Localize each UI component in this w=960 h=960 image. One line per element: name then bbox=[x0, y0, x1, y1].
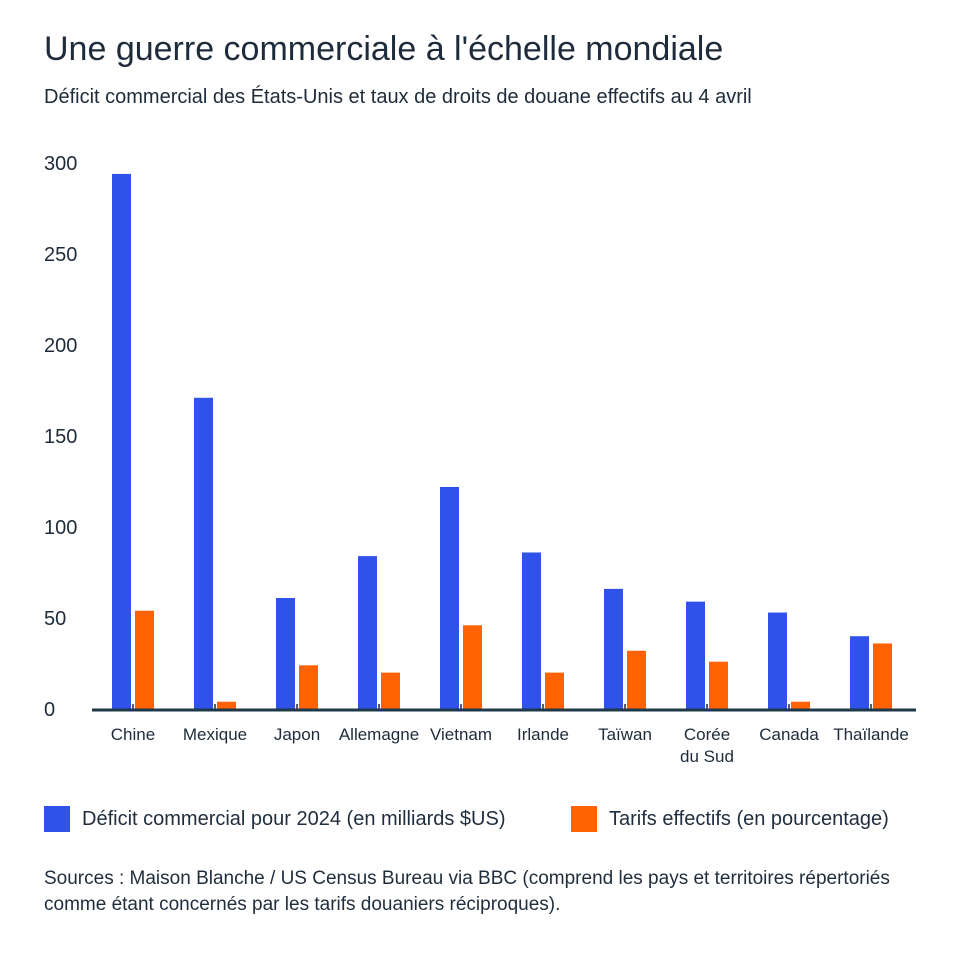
x-tick-label: Thaïlande bbox=[833, 725, 909, 744]
bar-deficit-2 bbox=[276, 597, 295, 709]
bar-tariff-9 bbox=[873, 643, 892, 709]
x-tick-label: Allemagne bbox=[339, 725, 419, 744]
y-tick-label: 300 bbox=[44, 153, 77, 175]
x-tick-label: Taïwan bbox=[598, 725, 652, 744]
y-tick-label: 200 bbox=[44, 335, 77, 357]
y-tick-label: 50 bbox=[44, 608, 66, 630]
bar-tariff-1 bbox=[217, 701, 236, 709]
bar-tariff-5 bbox=[545, 672, 564, 709]
bar-chart: 0 50 100 150 200 250 300 Chine Mexique Japon Allem… bbox=[44, 153, 916, 766]
x-tick-label: Vietnam bbox=[430, 725, 492, 744]
bar-deficit-1 bbox=[194, 397, 213, 709]
bar-deficit-3 bbox=[358, 556, 377, 709]
bar-tariff-7 bbox=[709, 661, 728, 709]
bar-deficit-9 bbox=[850, 636, 869, 709]
legend-swatch-deficit bbox=[44, 806, 70, 832]
x-tick-label: Mexique bbox=[183, 725, 247, 744]
legend-swatch-tariffs bbox=[571, 806, 597, 832]
bar-tariff-4 bbox=[463, 625, 482, 709]
x-tick-label: Japon bbox=[274, 725, 320, 744]
bar-deficit-7 bbox=[686, 601, 705, 709]
legend-label-tariffs: Tarifs effectifs (en pourcentage) bbox=[609, 807, 889, 830]
bar-deficit-5 bbox=[522, 552, 541, 709]
bar-deficit-8 bbox=[768, 612, 787, 709]
x-tick-label: Chine bbox=[111, 725, 155, 744]
chart-subtitle: Déficit commercial des États-Unis et tau… bbox=[44, 86, 752, 108]
bar-deficit-0 bbox=[112, 173, 131, 710]
x-tick-label: Irlande bbox=[517, 725, 569, 744]
x-tick-label: Corée du Sud bbox=[680, 725, 734, 766]
bar-tariff-3 bbox=[381, 672, 400, 709]
legend-label-deficit: Déficit commercial pour 2024 (en milliar… bbox=[82, 807, 506, 830]
y-tick-label: 150 bbox=[44, 426, 77, 448]
legend-item-deficit: Déficit commercial pour 2024 (en milliar… bbox=[44, 806, 505, 832]
bar-tariff-6 bbox=[627, 650, 646, 709]
y-tick-label: 0 bbox=[44, 699, 55, 721]
bar-deficit-6 bbox=[604, 588, 623, 709]
x-tick-label: Canada bbox=[759, 725, 819, 744]
legend-item-tariffs: Tarifs effectifs (en pourcentage) bbox=[571, 806, 889, 832]
y-tick-label: 100 bbox=[44, 517, 77, 539]
bar-deficit-4 bbox=[440, 486, 459, 709]
chart-title: Une guerre commerciale à l'échelle mondi… bbox=[44, 30, 724, 68]
bar-tariff-0 bbox=[135, 610, 154, 709]
bar-tariff-2 bbox=[299, 665, 318, 709]
bar-tariff-8 bbox=[791, 701, 810, 709]
y-tick-label: 250 bbox=[44, 244, 77, 266]
source-note: Sources : Maison Blanche / US Census Bur… bbox=[44, 868, 890, 915]
